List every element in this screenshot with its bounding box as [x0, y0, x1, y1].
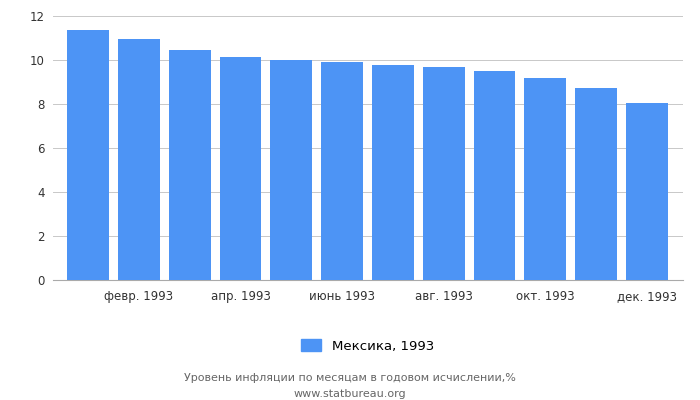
Text: www.statbureau.org: www.statbureau.org — [294, 389, 406, 399]
Bar — [423, 67, 465, 280]
Bar — [67, 30, 109, 280]
Bar — [270, 60, 312, 280]
Legend: Мексика, 1993: Мексика, 1993 — [296, 334, 439, 358]
Bar — [321, 62, 363, 280]
Bar — [575, 88, 617, 280]
Bar — [524, 78, 566, 280]
Bar — [169, 50, 211, 280]
Bar — [118, 39, 160, 280]
Bar — [626, 103, 668, 280]
Text: Уровень инфляции по месяцам в годовом исчислении,%: Уровень инфляции по месяцам в годовом ис… — [184, 373, 516, 383]
Bar — [220, 57, 261, 280]
Bar — [474, 70, 515, 280]
Bar — [372, 65, 414, 280]
